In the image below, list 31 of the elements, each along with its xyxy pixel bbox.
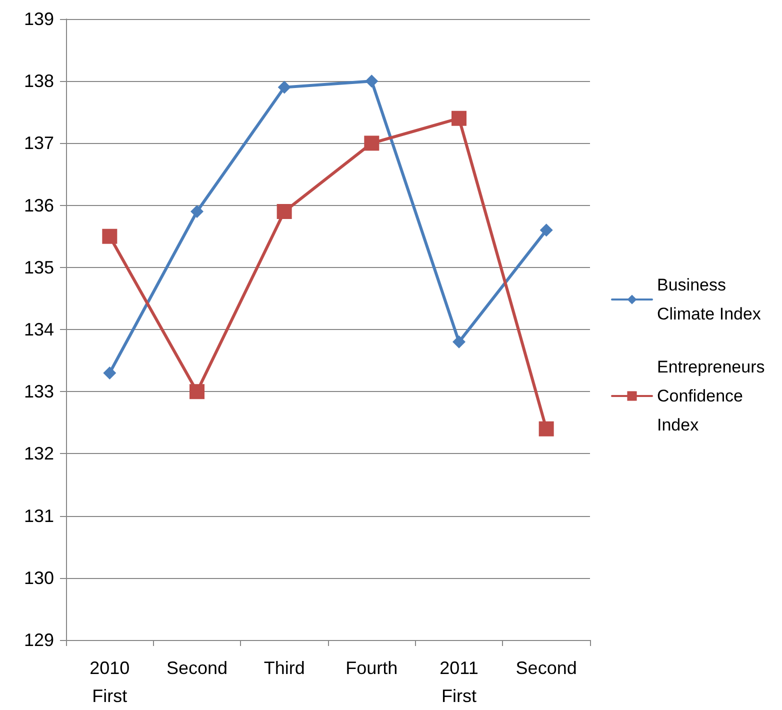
y-tick-label: 139 — [24, 9, 54, 29]
y-tick-label: 130 — [24, 568, 54, 588]
point — [278, 80, 291, 94]
y-tick-label: 134 — [24, 320, 54, 340]
point — [365, 74, 378, 88]
x-tick-label: Fourth — [346, 658, 398, 678]
point — [102, 228, 118, 244]
y-tick-label: 138 — [24, 71, 54, 92]
x-tick-label: Second — [516, 658, 577, 678]
x-tick-label: Second — [166, 658, 228, 678]
y-tick-label: 129 — [24, 630, 54, 650]
point — [190, 384, 204, 400]
point — [276, 204, 292, 220]
x-tick-label: Third — [264, 658, 305, 678]
point — [103, 366, 116, 380]
y-tick-label: 131 — [24, 506, 54, 526]
y-tick-label: 136 — [24, 195, 54, 216]
legend-label: Entrepreneurs Confidence Index — [657, 358, 770, 434]
point — [452, 110, 466, 126]
y-tick-label: 132 — [24, 444, 54, 464]
x-tick-label: 2011 First — [440, 658, 478, 706]
x-tick-label: 2010 First — [90, 658, 130, 706]
point — [452, 335, 466, 348]
point — [540, 224, 553, 237]
y-tick-label: 135 — [24, 257, 54, 278]
point — [364, 136, 380, 151]
point — [190, 205, 204, 218]
y-tick-label: 137 — [24, 133, 54, 154]
y-tick-label: 133 — [24, 382, 54, 402]
point — [538, 421, 554, 436]
legend-label: Business Climate Index — [657, 276, 762, 324]
